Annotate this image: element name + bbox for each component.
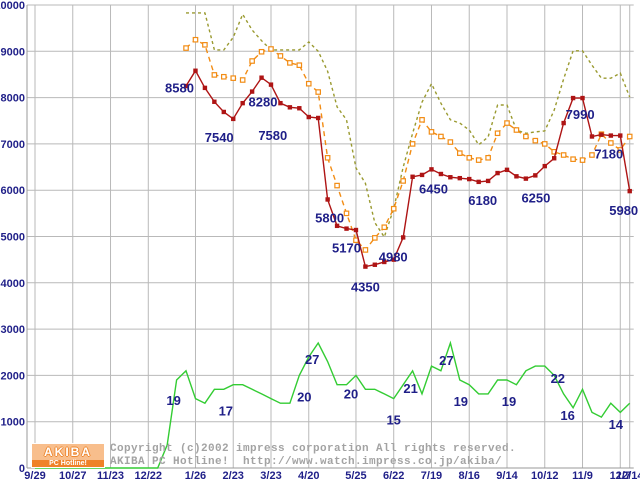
value-label: 17 (219, 403, 233, 418)
x-tick-label: 5/25 (345, 470, 366, 480)
x-tick-label: 2/23 (223, 470, 244, 480)
x-tick-label: 8/16 (459, 470, 480, 480)
x-tick-label: 1/26 (185, 470, 206, 480)
value-label: 19 (502, 394, 516, 409)
value-label: 21 (403, 381, 417, 396)
x-tick-label: 11/23 (97, 470, 124, 480)
x-tick-label: 12/7 (610, 470, 631, 480)
value-label: 16 (560, 408, 574, 423)
x-tick-label: 6/22 (383, 470, 404, 480)
value-label: 20 (344, 386, 358, 401)
value-label: 6180 (468, 193, 497, 208)
series-count: 19 17 20 27 20 15 21 27 19 19 22 16 14 (35, 340, 631, 469)
y-tick-label: 0 (19, 463, 25, 475)
value-label: 7580 (258, 128, 287, 143)
x-axis-labels: 9/29 10/27 11/23 12/22 1/26 2/23 3/23 4/20 5/25 6… (24, 470, 640, 480)
y-tick-label: 10000 (0, 0, 25, 12)
value-label: 27 (439, 353, 453, 368)
x-tick-label: 11/9 (572, 470, 593, 480)
value-label: 8280 (249, 95, 278, 110)
y-tick-label: 2000 (1, 370, 25, 382)
value-label: 7540 (205, 130, 234, 145)
value-label: 20 (297, 389, 311, 404)
value-label: 6450 (419, 181, 448, 196)
y-tick-label: 5000 (1, 232, 25, 244)
value-label: 5170 (332, 241, 361, 256)
value-label: 7180 (594, 147, 623, 162)
x-tick-label: 12/14 (616, 470, 640, 480)
value-label: 6250 (521, 191, 550, 206)
value-label: 27 (305, 352, 319, 367)
value-label: 8580 (165, 81, 194, 96)
value-label: 15 (386, 413, 400, 428)
x-tick-label: 10/12 (531, 470, 559, 480)
value-label: 5800 (315, 211, 344, 226)
y-tick-label: 7000 (1, 139, 25, 151)
gridlines (27, 4, 634, 468)
x-tick-label: 9/14 (496, 470, 518, 480)
y-tick-label: 8000 (1, 93, 25, 105)
series-high (186, 12, 631, 239)
x-tick-label: 4/20 (298, 470, 319, 480)
series-low: 8580 7540 8280 7580 5800 5170 4350 4980 6450 6180… (165, 68, 638, 295)
x-tick-label: 9/29 (24, 470, 45, 480)
y-tick-label: 3000 (1, 324, 25, 336)
value-label: 4350 (351, 280, 380, 295)
x-tick-label: 3/23 (260, 470, 281, 480)
x-tick-label: 12/22 (135, 470, 163, 480)
value-label: 22 (551, 371, 565, 386)
value-label: 5980 (609, 203, 638, 218)
akiba-logo-subtitle: PC Hotline! (32, 460, 104, 467)
y-axis-labels: 0 1000 2000 3000 4000 5000 6000 7000 8000 9000 100… (0, 0, 25, 475)
value-label: 19 (454, 394, 468, 409)
site-url-line: AKIBA PC Hotline! http://www.watch.impre… (110, 456, 503, 468)
x-tick-label: 10/27 (59, 470, 87, 480)
x-tick-label: 7/19 (421, 470, 442, 480)
series-mid (183, 36, 633, 253)
akiba-logo: AKIBA PC Hotline! (31, 443, 105, 468)
y-tick-label: 6000 (1, 185, 25, 197)
value-label: 7990 (566, 107, 595, 122)
value-label: 4980 (379, 249, 408, 264)
value-label: 19 (166, 393, 180, 408)
y-tick-label: 9000 (1, 46, 25, 58)
y-tick-label: 4000 (1, 278, 25, 290)
y-tick-label: 1000 (1, 417, 25, 429)
copyright-line: Copyright (c)2002 impress corporation Al… (110, 443, 517, 455)
value-label: 14 (609, 417, 624, 432)
akiba-logo-title: AKIBA (32, 444, 104, 460)
